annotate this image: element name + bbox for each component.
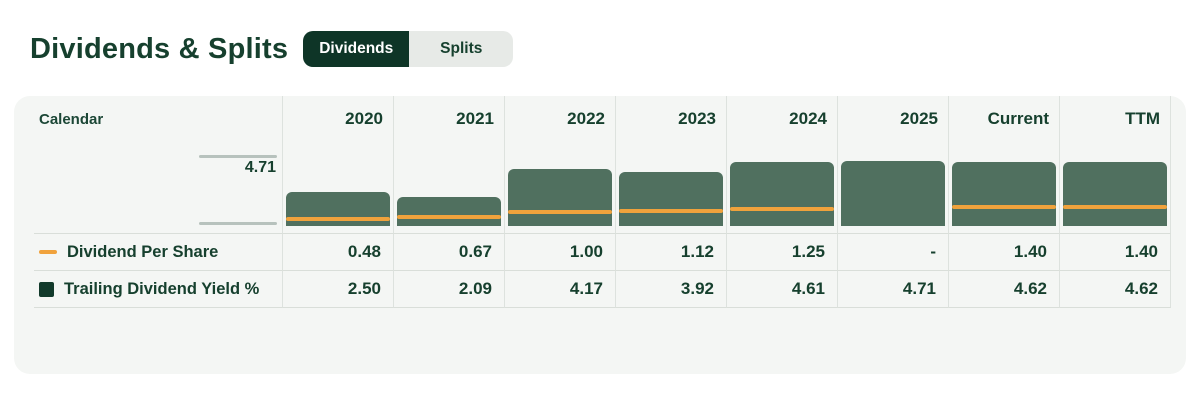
tab-group: Dividends Splits <box>303 31 514 67</box>
chart-cell-2020 <box>283 142 394 233</box>
value-trailing-dividend-yield-2024: 4.61 <box>727 270 838 308</box>
value-text-dividend-per-share-ttm: 1.40 <box>1124 242 1158 261</box>
row-label-trailing-dividend-yield: Trailing Dividend Yield % <box>34 270 283 308</box>
yield-bar-2021 <box>397 197 501 226</box>
column-header-2021: 2021 <box>394 96 505 142</box>
axis-max-label: 4.71 <box>244 159 276 176</box>
yield-bar-2024 <box>730 162 834 226</box>
value-dividend-per-share-ttm: 1.40 <box>1060 233 1171 270</box>
column-header-label-current: Current <box>987 109 1049 128</box>
dps-line-current <box>952 204 1056 209</box>
value-trailing-dividend-yield-2022: 4.17 <box>505 270 616 308</box>
dps-line-2024 <box>730 206 834 211</box>
value-trailing-dividend-yield-ttm: 4.62 <box>1060 270 1171 308</box>
column-header-ttm: TTM <box>1060 96 1171 142</box>
yield-bar-2025 <box>841 161 945 226</box>
column-header-label-ttm: TTM <box>1125 109 1160 128</box>
value-trailing-dividend-yield-2021: 2.09 <box>394 270 505 308</box>
calendar-header-cell: Calendar <box>34 96 283 142</box>
value-text-dividend-per-share-2020: 0.48 <box>347 242 381 261</box>
dps-line-2021 <box>397 214 501 219</box>
yield-bar-current <box>952 162 1056 226</box>
axis-cell: 4.71 <box>34 142 283 233</box>
dps-line-2023 <box>619 208 723 213</box>
dividends-table: Calendar 2020 2021 2022 2023 2024 2025 Current T… <box>34 96 1171 308</box>
chart-cell-2022 <box>505 142 616 233</box>
column-header-label-2022: 2022 <box>567 109 605 128</box>
value-dividend-per-share-2021: 0.67 <box>394 233 505 270</box>
chart-cell-ttm <box>1060 142 1171 233</box>
chart-cell-2023 <box>616 142 727 233</box>
column-header-current: Current <box>949 96 1060 142</box>
column-header-2024: 2024 <box>727 96 838 142</box>
column-header-2020: 2020 <box>283 96 394 142</box>
value-trailing-dividend-yield-2025: 4.71 <box>838 270 949 308</box>
header: Dividends & Splits Dividends Splits <box>0 0 1200 68</box>
yield-bar-ttm <box>1063 162 1167 226</box>
value-text-trailing-dividend-yield-ttm: 4.62 <box>1124 279 1158 298</box>
column-header-label-2025: 2025 <box>900 109 938 128</box>
value-text-dividend-per-share-2023: 1.12 <box>680 242 714 261</box>
row-label-text-trailing-dividend-yield: Trailing Dividend Yield % <box>64 279 260 298</box>
value-dividend-per-share-2022: 1.00 <box>505 233 616 270</box>
dps-line-2020 <box>286 217 390 222</box>
value-dividend-per-share-2025: - <box>838 233 949 270</box>
value-dividend-per-share-current: 1.40 <box>949 233 1060 270</box>
value-text-trailing-dividend-yield-2020: 2.50 <box>347 279 381 298</box>
value-text-trailing-dividend-yield-2021: 2.09 <box>458 279 492 298</box>
value-text-dividend-per-share-2021: 0.67 <box>458 242 492 261</box>
tab-splits[interactable]: Splits <box>409 31 513 67</box>
column-header-2025: 2025 <box>838 96 949 142</box>
value-dividend-per-share-2024: 1.25 <box>727 233 838 270</box>
value-dividend-per-share-2023: 1.12 <box>616 233 727 270</box>
value-text-dividend-per-share-2025: - <box>930 242 936 261</box>
dps-line-2022 <box>508 210 612 215</box>
tab-dividends[interactable]: Dividends <box>303 31 410 67</box>
green-square-icon <box>39 281 54 297</box>
axis-tick-top <box>199 155 277 158</box>
yield-bar-2023 <box>619 171 723 226</box>
axis-tick-bottom <box>199 222 277 225</box>
value-text-dividend-per-share-current: 1.40 <box>1013 242 1047 261</box>
orange-dash-icon <box>39 250 57 254</box>
value-text-dividend-per-share-2024: 1.25 <box>791 242 825 261</box>
value-trailing-dividend-yield-2023: 3.92 <box>616 270 727 308</box>
chart-cell-2025 <box>838 142 949 233</box>
row-label-text-dividend-per-share: Dividend Per Share <box>67 242 219 261</box>
chart-cell-2021 <box>394 142 505 233</box>
column-header-2023: 2023 <box>616 96 727 142</box>
value-dividend-per-share-2020: 0.48 <box>283 233 394 270</box>
chart-cell-2024 <box>727 142 838 233</box>
column-header-label-2020: 2020 <box>345 109 383 128</box>
value-trailing-dividend-yield-2020: 2.50 <box>283 270 394 308</box>
calendar-header-label: Calendar <box>39 110 104 128</box>
column-header-2022: 2022 <box>505 96 616 142</box>
value-text-trailing-dividend-yield-2023: 3.92 <box>680 279 714 298</box>
row-label-dividend-per-share: Dividend Per Share <box>34 233 283 270</box>
value-text-trailing-dividend-yield-current: 4.62 <box>1013 279 1047 298</box>
dps-line-ttm <box>1063 204 1167 209</box>
dividends-card: Calendar 2020 2021 2022 2023 2024 2025 Current T… <box>14 96 1186 374</box>
value-text-trailing-dividend-yield-2025: 4.71 <box>902 279 936 298</box>
page-title: Dividends & Splits <box>30 32 289 65</box>
value-trailing-dividend-yield-current: 4.62 <box>949 270 1060 308</box>
chart-cell-current <box>949 142 1060 233</box>
value-text-dividend-per-share-2022: 1.00 <box>569 242 603 261</box>
value-text-trailing-dividend-yield-2024: 4.61 <box>791 279 825 298</box>
column-header-label-2024: 2024 <box>789 109 827 128</box>
yield-bar-2022 <box>508 168 612 226</box>
column-header-label-2023: 2023 <box>678 109 716 128</box>
column-header-label-2021: 2021 <box>456 109 494 128</box>
value-text-trailing-dividend-yield-2022: 4.17 <box>569 279 603 298</box>
